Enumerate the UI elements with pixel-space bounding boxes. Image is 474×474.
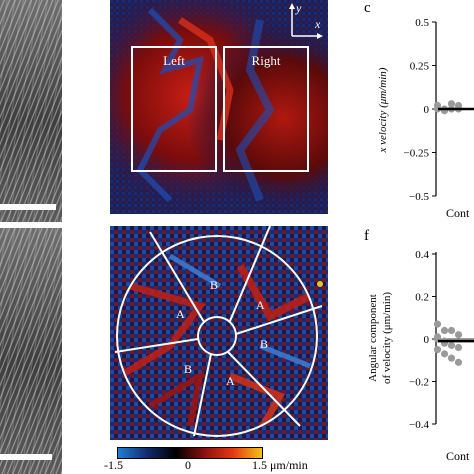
chart-c: x velocity (μm/min) 0.5 0.25 0 −0.25 −0.5 Co…: [377, 17, 474, 220]
chart-f-ytick-label: 0: [424, 334, 430, 346]
sector-label: B: [184, 362, 192, 376]
colorbar-min-label: -1.5: [104, 458, 123, 472]
chart-f-ytick-label: 0.4: [415, 249, 429, 261]
chart-c-ylabel: x velocity (μm/min): [377, 67, 389, 153]
colorbar-max-label: 1.5 μm/min: [252, 458, 308, 472]
chart-f-ylabel-1: Angular component: [367, 294, 379, 382]
chart-c-ytick-label: −0.5: [409, 191, 429, 203]
chart-f-ytick-label: 0.2: [415, 292, 429, 304]
panel-label-c: c: [364, 0, 371, 16]
chart-c-point: [433, 101, 442, 110]
chart-f-xlabel: Cont: [446, 449, 470, 463]
chart-f-ytick-label: −0.2: [409, 377, 429, 389]
chart-f-point: [440, 326, 449, 335]
sector-label: A: [226, 374, 235, 388]
velocity-map-e: B A A B B A: [110, 226, 328, 440]
chart-c-point: [454, 101, 463, 110]
chart-c-ytick-label: −0.25: [404, 148, 430, 160]
chart-c-ytick-label: 0.5: [415, 17, 429, 29]
micrograph-top: [0, 0, 62, 222]
sector-grid: [114, 226, 323, 437]
region-box-right: [223, 46, 309, 172]
chart-f-ytick-label: −0.4: [409, 419, 429, 431]
chart-f-point: [454, 358, 463, 366]
chart-f-ylabel-2: of velocity (μm/min): [381, 292, 393, 384]
chart-f: Angular component of velocity (μm/min) 0…: [367, 249, 474, 463]
colorbar: [117, 447, 263, 459]
chart-c-xlabel: Cont: [446, 206, 470, 220]
sector-label: A: [256, 298, 265, 312]
chart-f-point: [454, 331, 463, 339]
panel-label-f: f: [364, 228, 369, 244]
axis-y-label: y: [295, 1, 302, 15]
chart-f-point: [454, 343, 463, 352]
chart-f-point: [433, 320, 442, 328]
chart-f-point: [433, 346, 442, 354]
region-label-right: Right: [252, 53, 281, 68]
sector-label: B: [210, 278, 218, 292]
chart-f-point: [447, 326, 456, 335]
chart-c-point: [447, 100, 456, 108]
axis-x-label: x: [314, 17, 321, 31]
sector-label: B: [260, 337, 268, 351]
sector-label: A: [176, 307, 185, 321]
velocity-map-b: Left Right y x: [110, 0, 328, 214]
chart-f-point: [447, 341, 456, 349]
chart-f-point: [447, 354, 456, 362]
chart-c-ytick-label: 0: [424, 104, 430, 116]
axis-indicator: y x: [289, 1, 323, 39]
region-label-left: Left: [163, 53, 185, 68]
micrograph-bottom: [0, 228, 62, 474]
chart-f-point: [440, 350, 449, 358]
scale-bar-bottom: [0, 454, 52, 460]
chart-c-ytick-label: 0.25: [410, 61, 430, 73]
colorbar-mid-label: 0: [185, 458, 191, 472]
region-box-left: [131, 46, 217, 172]
scale-bar-top: [0, 204, 56, 210]
